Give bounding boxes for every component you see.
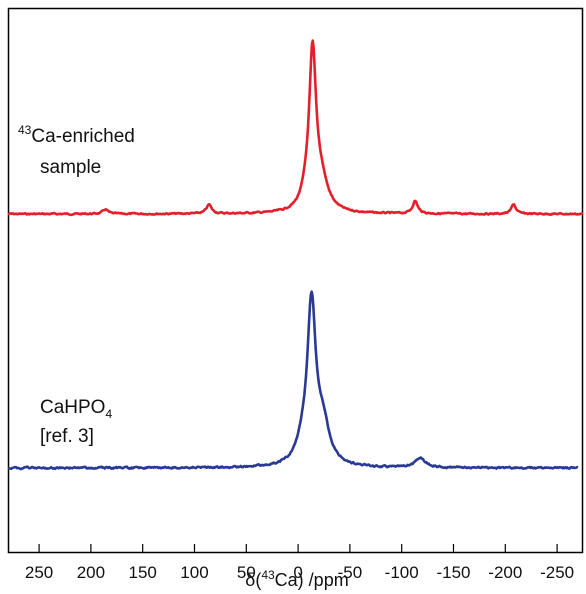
series-label-1-line-1: 43Ca-enriched [18,123,135,147]
x-axis-label-post: Ca) /ppm [275,570,349,590]
x-tick-label: -50 [338,563,363,582]
series-line-2 [7,290,579,471]
x-tick-label: 200 [77,563,105,582]
x-axis-ticks [38,544,558,553]
x-tick-label: -150 [436,563,470,582]
x-axis-label-pre: δ( [245,570,261,590]
x-tick-label: 0 [293,563,302,582]
x-tick-label: -100 [385,563,419,582]
series-label-2-line-1: CaHPO4 [40,397,112,421]
spectra-series [7,39,584,471]
series-labels: 43Ca-enriched sample CaHPO4 [ref. 3] [18,123,135,447]
x-axis-tick-labels: 250 200 150 100 50 0 -50 -100 -150 -200 -250 [25,563,574,582]
x-tick-label: 150 [128,563,156,582]
series-line-1 [7,39,584,217]
x-tick-label: -250 [540,563,574,582]
x-tick-label: -200 [488,563,522,582]
x-axis-label-sup: 43 [261,568,275,582]
x-tick-label: 250 [25,563,53,582]
series-label-1-line-2: sample [40,157,101,178]
x-tick-label: 100 [180,563,208,582]
x-tick-label: 50 [237,563,256,582]
series-label-2-line-2: [ref. 3] [40,426,94,447]
plot-frame [7,7,584,554]
x-axis-label: δ(43Ca) /ppm [245,568,348,590]
